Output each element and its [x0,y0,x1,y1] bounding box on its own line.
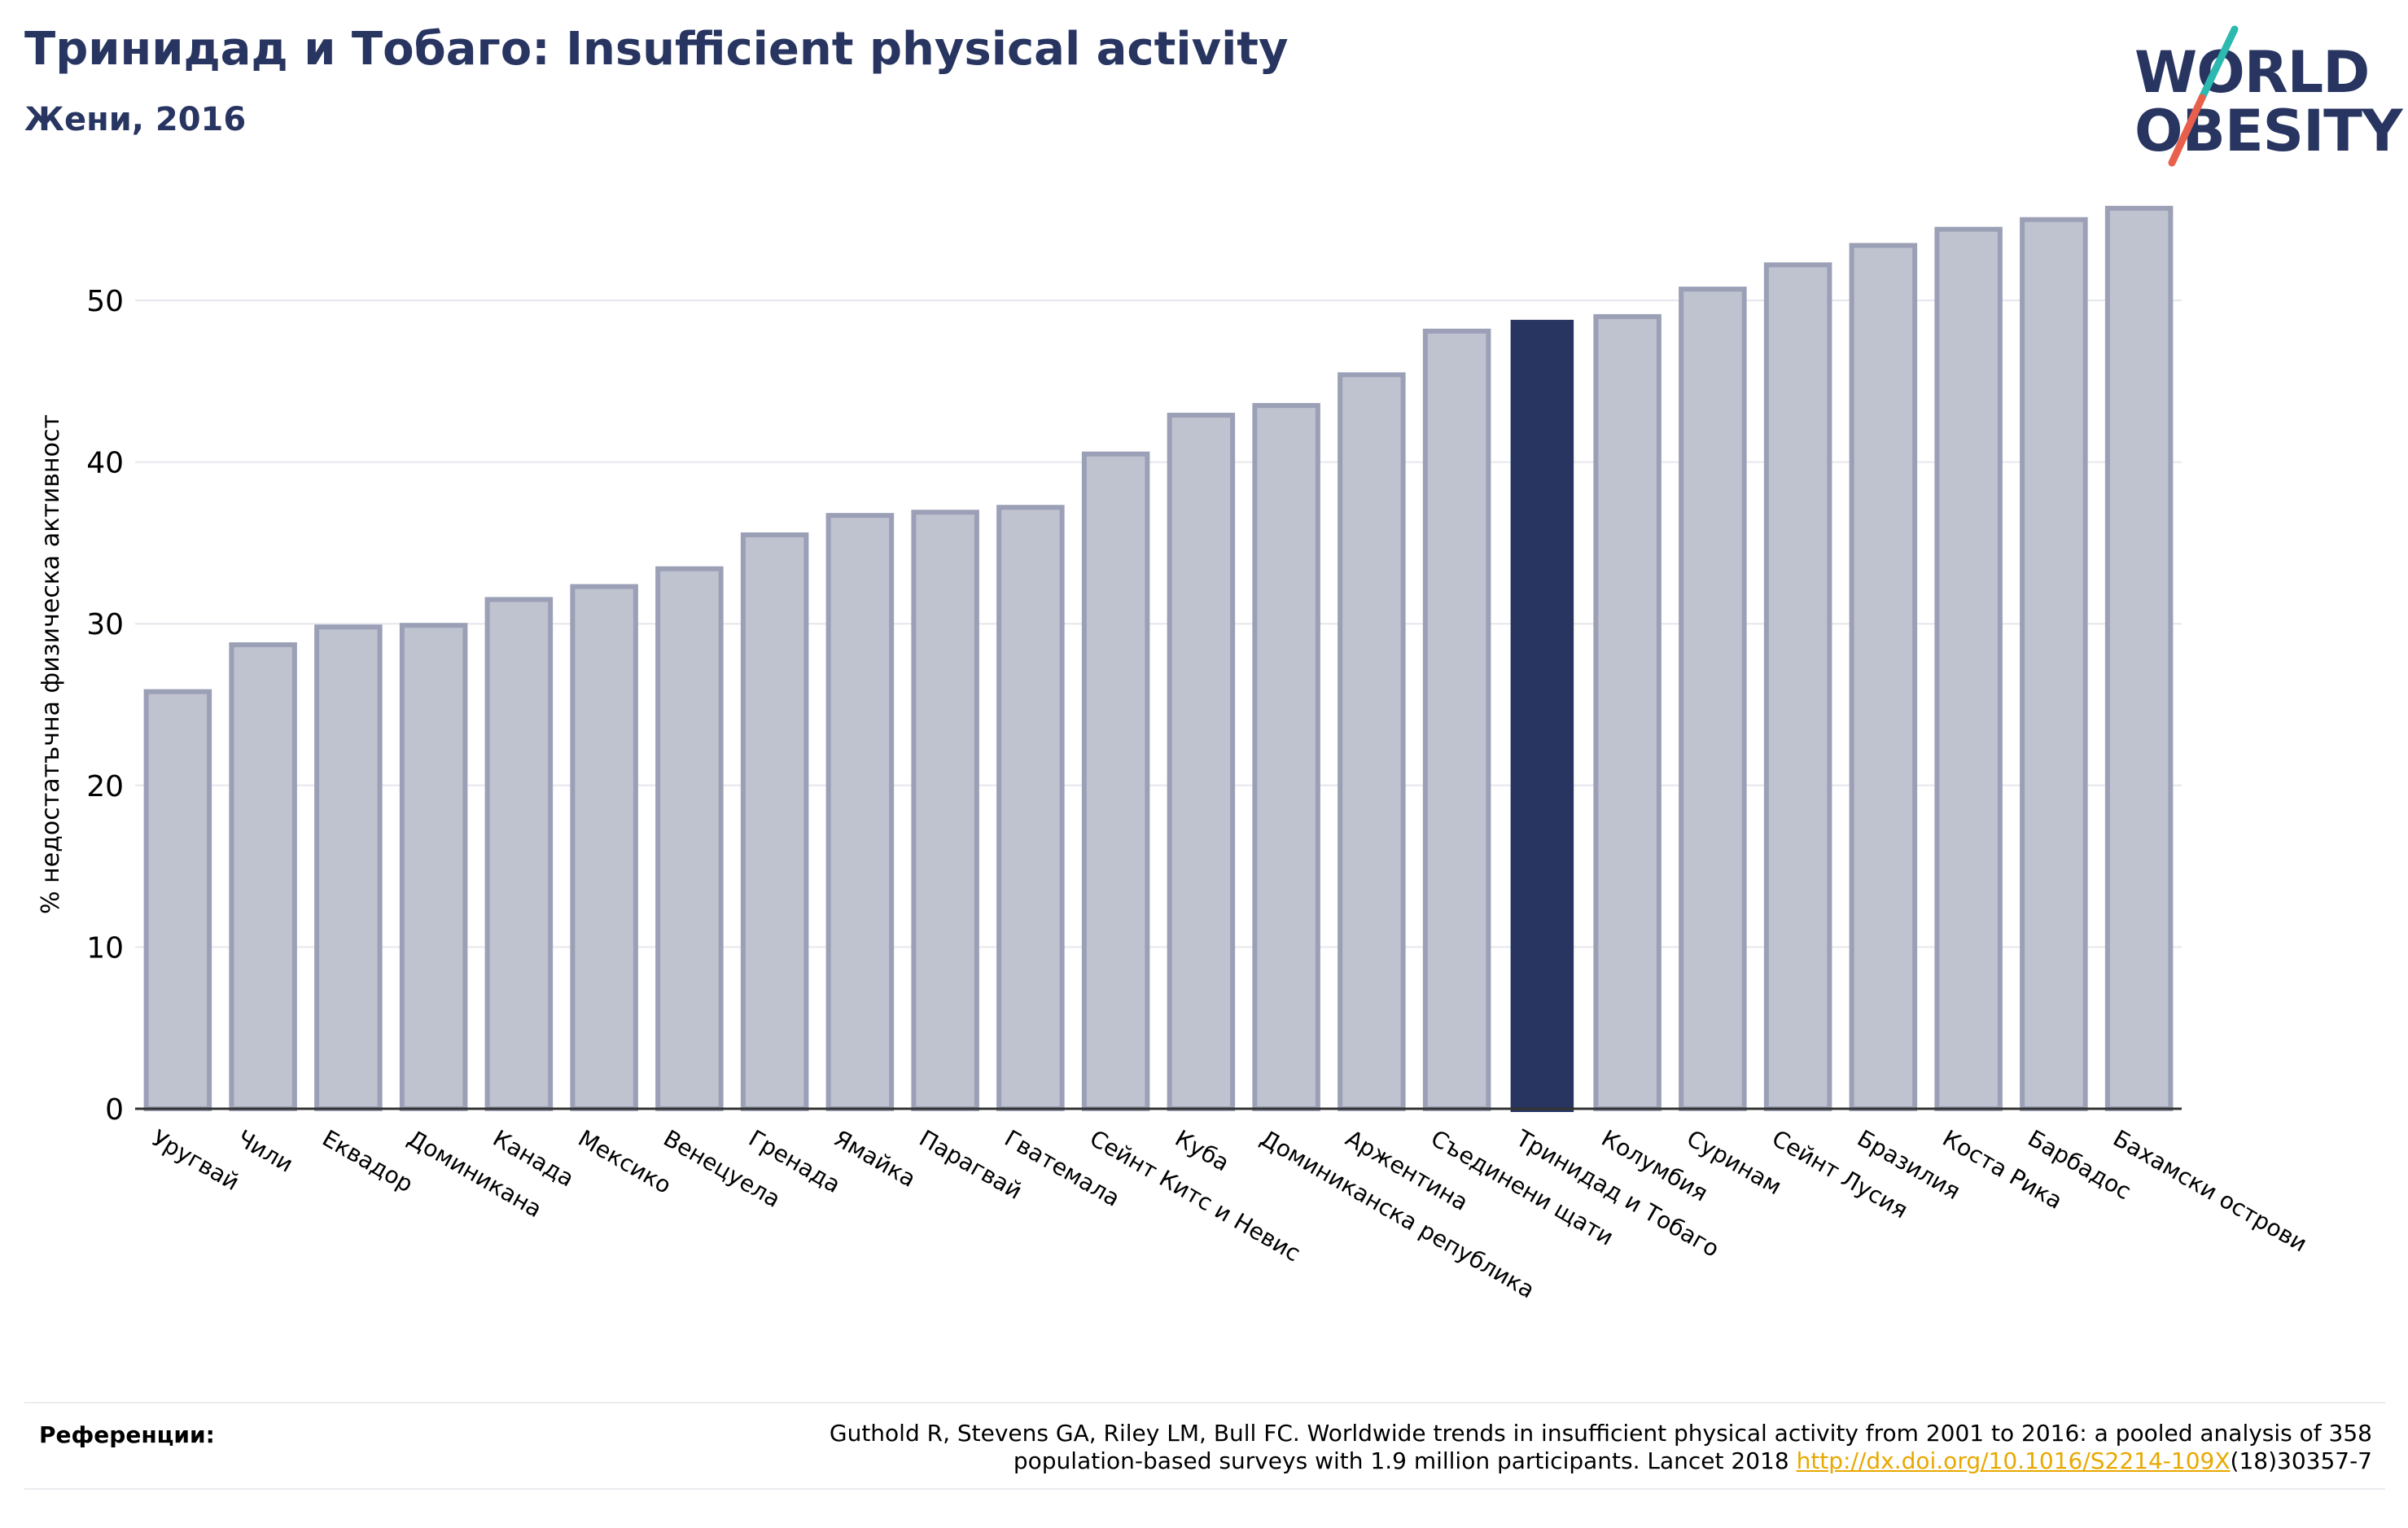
bar [143,689,212,1111]
bar [1934,226,2003,1111]
bar [2020,217,2088,1112]
y-tick-label: 20 [86,770,124,803]
bar [1849,243,1918,1111]
x-tick-label: Мексико [574,1124,676,1199]
bar [1593,313,1662,1111]
x-tick-label: Уругвай [147,1124,244,1196]
y-tick-label: 40 [86,447,124,480]
x-tick-label: Куба [1171,1124,1234,1176]
y-tick-label: 50 [86,285,124,318]
logo-text-line1: WORLD [2134,39,2370,106]
bar [825,513,895,1111]
bar [996,505,1065,1111]
x-tick-label: Ямайка [830,1124,921,1193]
bar [1679,287,1747,1111]
references-box: Референции: Guthold R, Stevens GA, Riley… [24,1402,2385,1490]
bar [911,510,979,1111]
references-label: Референции: [39,1421,215,1448]
chart-title: Тринидад и Тобаго: Insufficient physical… [24,23,1289,76]
bar [1510,319,1574,1112]
y-axis-label: % недостатъчна физическа активност [37,414,65,914]
logo-slash-icon [2168,25,2239,167]
bar [1338,372,1406,1111]
chart-subtitle: Жени, 2016 [24,101,247,138]
y-tick-label: 30 [86,608,124,641]
bar [1422,328,1491,1112]
reference-doi-link[interactable]: http://dx.doi.org/10.1016/S2214-109X [1796,1447,2231,1474]
x-tick-label: Еквадор [317,1124,418,1197]
bar [314,624,383,1111]
bar [2104,205,2174,1112]
reference-line2-suffix: (18)30357-7 [2230,1447,2372,1474]
x-tick-label: Чили [233,1124,298,1177]
reference-line2-prefix: population-based surveys with 1.9 millio… [1013,1447,1797,1474]
bar-chart: 0 10 20 30 40 50 % недостатъчна физическа акти… [37,205,2312,1304]
bar [1081,451,1150,1111]
bar [570,584,638,1111]
x-tick-label: Бахамски острови [2108,1124,2312,1257]
bar [484,597,554,1111]
world-obesity-logo: WORLD OBESITY [2117,24,2403,171]
bar [229,642,297,1111]
bar [399,623,468,1111]
bar [1252,403,1320,1111]
bar [655,566,724,1111]
reference-line1: Guthold R, Stevens GA, Riley LM, Bull FC… [829,1420,2372,1447]
y-tick-label: 0 [105,1093,124,1127]
y-tick-label: 10 [86,931,124,965]
references-text: Guthold R, Stevens GA, Riley LM, Bull FC… [581,1420,2372,1475]
bar [1167,413,1236,1111]
bar [1763,262,1832,1112]
bar [740,532,809,1111]
